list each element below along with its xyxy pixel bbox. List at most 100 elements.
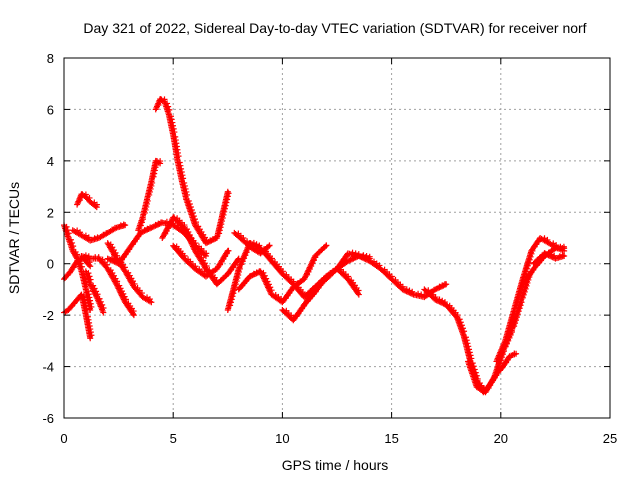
data-point xyxy=(137,229,144,236)
series-track-23 xyxy=(519,243,568,288)
series-track-11 xyxy=(183,188,232,247)
data-point xyxy=(87,300,94,307)
series-track-16 xyxy=(231,229,273,257)
data-point xyxy=(406,289,413,296)
data-point xyxy=(93,204,100,211)
data-point xyxy=(169,119,176,126)
data-point xyxy=(122,222,129,229)
data-point xyxy=(179,172,186,179)
series-track-17 xyxy=(235,242,330,306)
data-point xyxy=(462,334,469,341)
data-point xyxy=(106,256,113,263)
data-point xyxy=(181,182,188,189)
data-point xyxy=(224,247,231,254)
data-point xyxy=(513,350,520,357)
data-point xyxy=(168,116,175,123)
series-track-10 xyxy=(152,96,191,203)
data-point xyxy=(465,343,472,350)
data-point xyxy=(87,307,94,313)
data-point xyxy=(100,309,107,316)
data-point xyxy=(175,153,182,160)
data-point xyxy=(403,288,410,295)
data-point xyxy=(184,191,191,198)
data-point xyxy=(111,258,118,265)
plot-frame xyxy=(63,57,611,419)
data-point xyxy=(113,281,120,288)
series-track-4 xyxy=(74,191,100,211)
data-point xyxy=(466,346,473,353)
data-point xyxy=(86,294,93,301)
data-point xyxy=(178,165,185,172)
data-point xyxy=(354,290,361,297)
data-point xyxy=(183,188,190,195)
data-point xyxy=(168,113,175,120)
data-point xyxy=(148,299,155,306)
data-point xyxy=(400,287,407,294)
y-tick-label: -2 xyxy=(42,308,54,323)
data-point xyxy=(441,281,448,288)
data-point xyxy=(344,258,351,265)
series-track-22 xyxy=(493,235,568,365)
data-point xyxy=(170,125,177,132)
data-point xyxy=(467,352,474,359)
data-point xyxy=(176,159,183,166)
y-tick-label: -4 xyxy=(42,360,54,375)
data-point xyxy=(463,337,470,344)
series-track-24 xyxy=(530,250,568,267)
series-track-3 xyxy=(61,255,94,283)
data-point xyxy=(88,303,95,310)
data-point xyxy=(439,299,446,306)
data-point xyxy=(266,242,273,249)
data-point xyxy=(224,188,231,195)
data-point xyxy=(542,251,549,258)
data-point xyxy=(561,245,568,252)
data-point xyxy=(83,281,90,288)
data-point xyxy=(87,263,94,270)
data-point xyxy=(84,309,91,316)
data-point xyxy=(85,288,92,295)
data-point xyxy=(130,310,137,317)
data-point xyxy=(148,224,155,231)
y-tick-label: -6 xyxy=(42,411,54,426)
data-point xyxy=(545,252,552,259)
data-point xyxy=(81,299,88,306)
data-point xyxy=(246,273,253,280)
data-point xyxy=(202,253,209,259)
x-tick-label: 15 xyxy=(384,431,398,446)
data-point xyxy=(146,225,153,232)
data-point xyxy=(551,246,558,253)
data-point xyxy=(130,312,137,319)
data-point xyxy=(182,185,189,192)
x-tick-label: 0 xyxy=(60,431,67,446)
y-tick-label: 0 xyxy=(47,257,54,272)
y-axis-ticks: -6 -4 -2 0 2 4 6 8 xyxy=(42,51,610,426)
data-point xyxy=(443,281,450,288)
data-point xyxy=(85,291,92,298)
y-tick-label: 6 xyxy=(47,102,54,117)
y-axis-label: SDTVAR / TECUs xyxy=(6,182,22,294)
data-point xyxy=(409,290,416,297)
y-tick-label: 8 xyxy=(47,51,54,66)
x-axis-ticks: 0 5 10 15 20 25 xyxy=(60,58,617,446)
data-point xyxy=(464,340,471,347)
data-point xyxy=(87,297,94,304)
series-track-9 xyxy=(135,157,164,234)
series-track-19 xyxy=(301,265,362,308)
data-point xyxy=(181,179,188,186)
chart-title: Day 321 of 2022, Sidereal Day-to-day VTE… xyxy=(83,20,586,36)
data-point xyxy=(355,291,362,298)
data-point xyxy=(88,332,95,339)
data-point xyxy=(86,262,93,268)
data-point xyxy=(433,297,440,304)
data-point xyxy=(83,305,90,312)
data-point xyxy=(432,286,439,293)
data-point xyxy=(561,253,568,259)
series-track-2 xyxy=(61,291,95,342)
data-point xyxy=(177,162,184,169)
series-track-14 xyxy=(170,242,232,280)
data-point xyxy=(87,335,94,342)
data-point xyxy=(108,257,115,264)
data-point xyxy=(366,255,373,262)
data-point xyxy=(178,169,185,176)
